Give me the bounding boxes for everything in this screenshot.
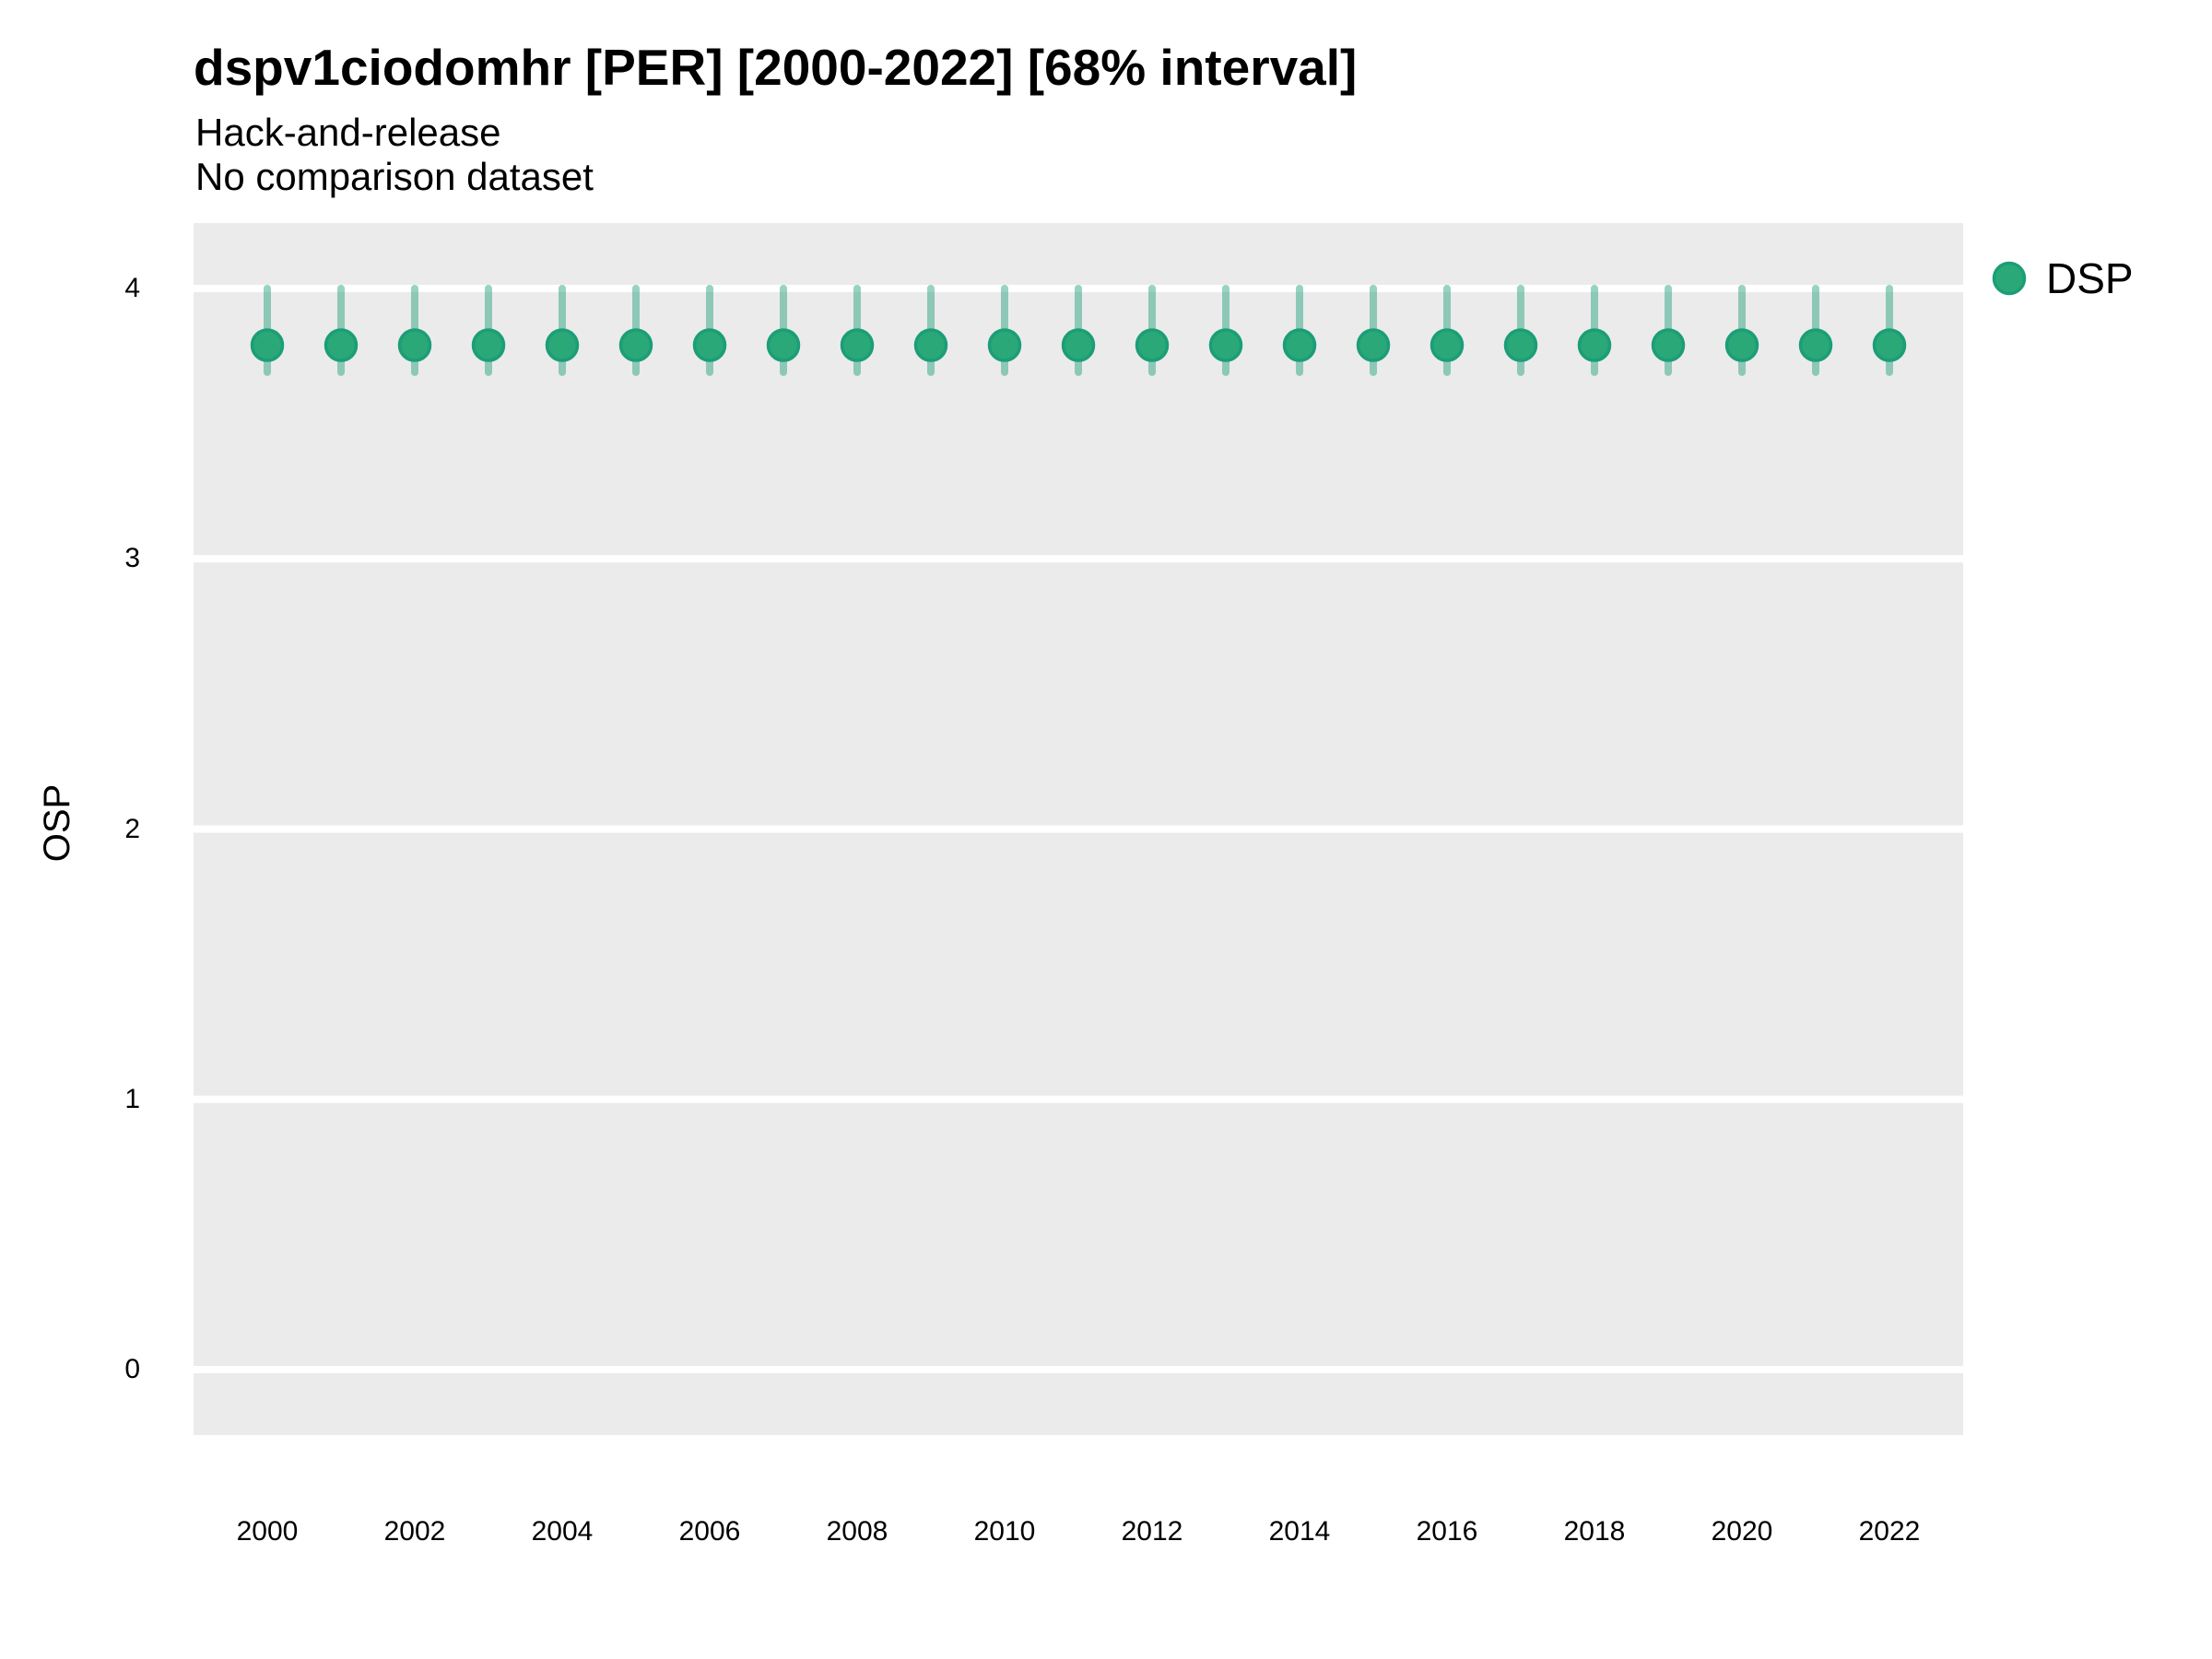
point-marker-2012 bbox=[1135, 328, 1170, 362]
x-tick-label-2006: 2006 bbox=[678, 1516, 741, 1547]
gridline-group bbox=[194, 284, 1963, 1374]
x-tick-label-2012: 2012 bbox=[1121, 1516, 1183, 1547]
x-tick-label-2014: 2014 bbox=[1268, 1516, 1331, 1547]
legend: DSP bbox=[1987, 253, 2134, 304]
legend-point-icon bbox=[1992, 261, 2027, 296]
legend-label: DSP bbox=[2046, 254, 2134, 302]
point-marker-2002 bbox=[397, 328, 432, 362]
point-marker-2020 bbox=[1724, 328, 1759, 362]
y-tick-label-2: 2 bbox=[124, 813, 140, 844]
point-marker-2021 bbox=[1798, 328, 1833, 362]
x-tick-label-2004: 2004 bbox=[531, 1516, 594, 1547]
chart-subtitle-line1: Hack-and-release bbox=[195, 111, 501, 154]
point-marker-2000 bbox=[250, 328, 285, 362]
y-tick-label-0: 0 bbox=[124, 1354, 140, 1385]
point-marker-2010 bbox=[987, 328, 1022, 362]
point-marker-2006 bbox=[692, 328, 727, 362]
chart-title: dspv1ciodomhr [PER] [2000-2022] [68% int… bbox=[194, 39, 1358, 96]
x-tick-label-2008: 2008 bbox=[826, 1516, 888, 1547]
x-tick-label-2000: 2000 bbox=[236, 1516, 299, 1547]
x-tick-label-2018: 2018 bbox=[1563, 1516, 1626, 1547]
point-marker-2003 bbox=[471, 328, 506, 362]
point-marker-2009 bbox=[913, 328, 948, 362]
x-tick-label-2010: 2010 bbox=[973, 1516, 1036, 1547]
x-tick-label-2020: 2020 bbox=[1711, 1516, 1773, 1547]
point-marker-2005 bbox=[618, 328, 653, 362]
point-marker-2013 bbox=[1208, 328, 1243, 362]
point-marker-2004 bbox=[545, 328, 580, 362]
point-marker-2001 bbox=[324, 328, 359, 362]
point-marker-2019 bbox=[1651, 328, 1686, 362]
point-marker-2011 bbox=[1061, 328, 1096, 362]
x-tick-label-2002: 2002 bbox=[383, 1516, 446, 1547]
point-marker-2008 bbox=[840, 328, 875, 362]
point-marker-2014 bbox=[1282, 328, 1317, 362]
point-marker-2015 bbox=[1356, 328, 1391, 362]
point-marker-2022 bbox=[1872, 328, 1907, 362]
chart-subtitle-line2: No comparison dataset bbox=[195, 155, 594, 198]
x-tick-label-2022: 2022 bbox=[1858, 1516, 1921, 1547]
y-tick-label-4: 4 bbox=[124, 272, 140, 303]
y-tick-label-3: 3 bbox=[124, 543, 140, 574]
x-tick-label-2016: 2016 bbox=[1416, 1516, 1478, 1547]
point-marker-2018 bbox=[1577, 328, 1612, 362]
data-point-group bbox=[250, 284, 1907, 376]
y-tick-label-1: 1 bbox=[124, 1083, 140, 1114]
point-marker-2017 bbox=[1503, 328, 1538, 362]
point-marker-2016 bbox=[1430, 328, 1465, 362]
point-marker-2007 bbox=[766, 328, 801, 362]
